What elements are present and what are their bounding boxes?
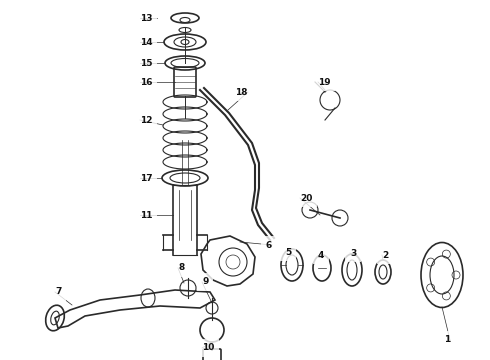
Text: 7: 7 bbox=[55, 288, 61, 297]
Text: 18: 18 bbox=[236, 87, 248, 96]
Text: 16: 16 bbox=[140, 77, 152, 86]
Text: 14: 14 bbox=[140, 37, 152, 46]
Text: 8: 8 bbox=[178, 264, 184, 273]
Text: 11: 11 bbox=[140, 211, 152, 220]
Text: 6: 6 bbox=[266, 240, 272, 249]
Text: 19: 19 bbox=[318, 77, 331, 86]
Text: 3: 3 bbox=[350, 248, 356, 257]
Text: 20: 20 bbox=[300, 194, 313, 202]
Text: 15: 15 bbox=[140, 59, 152, 68]
Text: 17: 17 bbox=[140, 174, 152, 183]
Text: 5: 5 bbox=[285, 248, 291, 257]
Text: 1: 1 bbox=[444, 336, 450, 345]
Text: 9: 9 bbox=[202, 278, 208, 287]
Text: 4: 4 bbox=[318, 251, 324, 260]
Text: 10: 10 bbox=[202, 343, 215, 352]
Text: 13: 13 bbox=[140, 14, 152, 23]
Text: 2: 2 bbox=[382, 251, 388, 260]
Text: 12: 12 bbox=[140, 116, 152, 125]
